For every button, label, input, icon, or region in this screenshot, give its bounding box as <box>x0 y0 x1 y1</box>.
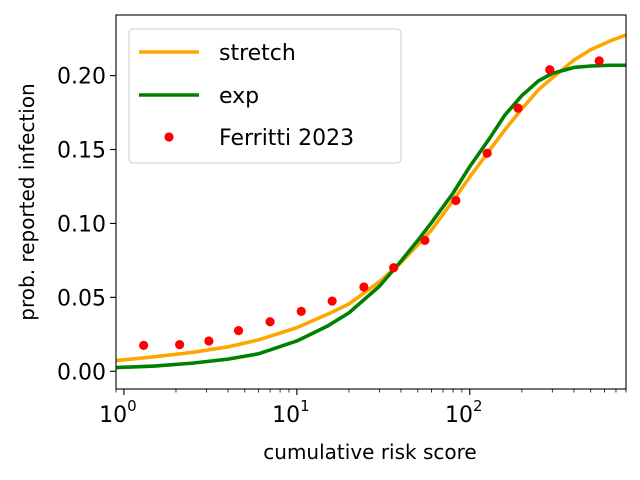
data-point-ferritti-2023 <box>420 235 430 246</box>
x-axis-title: cumulative risk score <box>263 440 476 464</box>
y-tick-label: 0.20 <box>57 65 106 90</box>
legend-label-ferritti-2023: Ferritti 2023 <box>219 126 354 151</box>
plot-content <box>116 33 626 370</box>
series-line-exp <box>116 63 626 370</box>
x-tick-label: 100 <box>99 397 137 428</box>
data-point-ferritti-2023 <box>451 195 461 206</box>
y-tick-label: 0.15 <box>57 139 106 164</box>
y-tick-label: 0.00 <box>57 360 106 385</box>
x-tick-base: 10 <box>272 403 300 428</box>
y-tick-label: 0.05 <box>57 286 106 311</box>
legend-box <box>128 28 402 164</box>
x-tick-label: 101 <box>272 397 310 428</box>
legend-label-stretch: stretch <box>219 41 296 66</box>
data-point-ferritti-2023 <box>265 317 275 327</box>
x-tick-label: 102 <box>445 397 483 428</box>
data-point-ferritti-2023 <box>233 326 244 336</box>
data-point-ferritti-2023 <box>204 336 214 346</box>
y-axis-title: prob. reported infection <box>15 83 39 320</box>
data-point-ferritti-2023 <box>594 56 604 66</box>
y-axis: 0.00 0.05 0.10 0.15 0.20 <box>57 65 116 385</box>
data-point-ferritti-2023 <box>359 282 369 292</box>
plot-area <box>115 14 627 390</box>
data-point-ferritti-2023 <box>545 65 555 75</box>
data-point-ferritti-2023 <box>513 103 523 113</box>
x-tick-exponent: 1 <box>300 397 310 415</box>
plot-frame <box>115 14 627 390</box>
data-point-ferritti-2023 <box>139 340 149 350</box>
x-tick-base: 10 <box>99 403 127 428</box>
x-axis: 100 101 102 <box>99 389 627 428</box>
data-point-ferritti-2023 <box>175 340 185 350</box>
data-point-ferritti-2023 <box>327 296 337 306</box>
legend: stretch exp Ferritti 2023 <box>128 28 402 164</box>
x-tick-exponent: 2 <box>473 397 483 415</box>
x-tick-exponent: 0 <box>127 397 137 415</box>
y-tick-label: 0.10 <box>57 212 106 237</box>
data-point-ferritti-2023 <box>389 263 399 273</box>
legend-swatch-ferritti-2023 <box>164 132 174 142</box>
data-point-ferritti-2023 <box>296 306 306 316</box>
x-tick-base: 10 <box>445 403 473 428</box>
data-point-ferritti-2023 <box>482 148 492 158</box>
legend-label-exp: exp <box>219 84 259 109</box>
